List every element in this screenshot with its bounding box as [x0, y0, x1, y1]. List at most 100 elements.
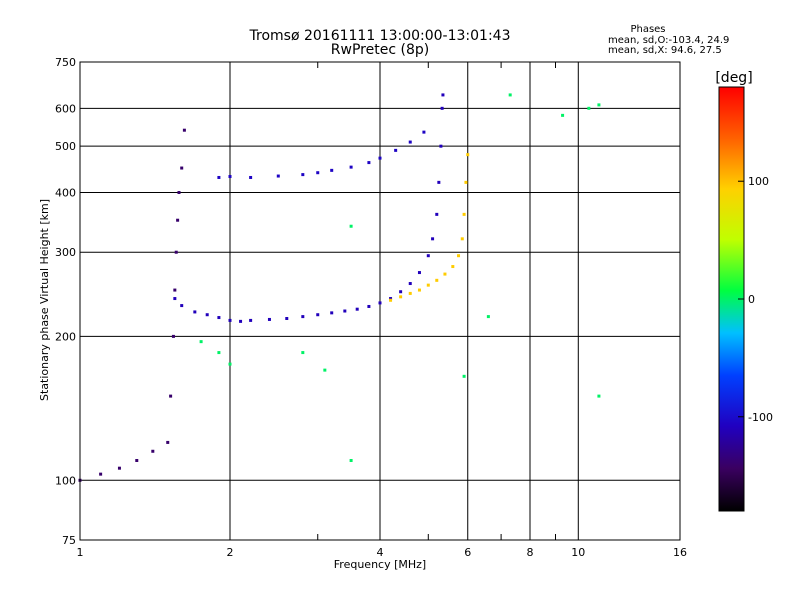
data-point — [462, 212, 466, 216]
data-point — [367, 304, 371, 308]
data-point — [193, 310, 197, 314]
data-point — [176, 218, 180, 222]
data-point — [135, 458, 139, 462]
y-tick-label: 750 — [55, 56, 76, 69]
grid-lines — [80, 62, 680, 540]
data-point — [435, 212, 439, 216]
y-tick-label: 300 — [55, 246, 76, 259]
data-point — [439, 144, 443, 148]
data-point — [440, 106, 444, 110]
data-point — [323, 368, 327, 372]
data-point — [301, 351, 305, 355]
x-tick-label: 6 — [464, 546, 471, 559]
x-tick-label: 2 — [227, 546, 234, 559]
data-point — [117, 466, 121, 470]
data-point — [437, 180, 441, 184]
data-point — [316, 313, 320, 317]
data-point — [394, 148, 398, 152]
data-point — [239, 319, 243, 323]
data-point — [378, 156, 382, 160]
data-point — [249, 175, 253, 179]
data-point — [316, 171, 320, 175]
data-point — [301, 173, 305, 177]
colorbar-label: [deg] — [715, 70, 752, 86]
data-point — [355, 307, 359, 311]
data-point — [417, 271, 421, 275]
data-point — [349, 224, 353, 228]
colorbar-ticks: 100 0 -100 — [738, 175, 773, 424]
phase-stats-title: Phases — [630, 24, 665, 35]
data-point — [486, 315, 490, 319]
data-point — [435, 278, 439, 282]
data-point — [422, 130, 426, 134]
data-point — [217, 351, 221, 355]
data-point — [173, 288, 177, 292]
data-point — [173, 297, 177, 301]
data-point — [464, 180, 468, 184]
data-point — [426, 283, 430, 287]
data-point — [177, 190, 181, 194]
data-point — [389, 298, 393, 302]
y-axis-ticks: 75 100 200 300 400 500 600 750 — [55, 56, 76, 547]
colorbar-tick-label: 0 — [748, 293, 755, 306]
data-point — [417, 288, 421, 292]
data-point — [466, 153, 470, 157]
x-tick-label: 16 — [673, 546, 687, 559]
data-point — [426, 254, 430, 258]
y-tick-label: 600 — [55, 102, 76, 115]
data-point — [367, 161, 371, 165]
data-point — [171, 334, 175, 338]
y-tick-label: 75 — [62, 534, 76, 547]
data-point — [399, 295, 403, 299]
data-point — [408, 140, 412, 144]
x-axis-ticks: 1 2 4 6 8 10 16 — [77, 62, 687, 559]
y-axis-label: Stationary phase Virtual Height [km] — [38, 199, 51, 401]
data-point — [301, 315, 305, 319]
data-points — [78, 93, 601, 482]
data-point — [180, 166, 184, 170]
data-point — [349, 165, 353, 169]
data-point — [457, 254, 461, 258]
y-tick-label: 100 — [55, 474, 76, 487]
plot-frame — [79, 61, 681, 541]
chart-title: Tromsø 20161111 13:00:00-13:01:43 — [249, 28, 511, 44]
data-point — [508, 93, 512, 97]
chart-subtitle: RwPretec (8p) — [331, 42, 429, 58]
data-point — [285, 316, 289, 320]
data-point — [228, 318, 232, 322]
colorbar-tick-label: -100 — [748, 411, 773, 424]
data-point — [462, 374, 466, 378]
data-point — [182, 128, 186, 132]
data-point — [228, 175, 232, 179]
data-point — [343, 309, 347, 313]
data-point — [166, 440, 170, 444]
data-point — [378, 301, 382, 305]
data-point — [267, 317, 271, 321]
data-point — [330, 168, 334, 172]
data-point — [99, 472, 103, 476]
data-point — [199, 340, 203, 344]
data-point — [408, 282, 412, 286]
x-tick-label: 8 — [527, 546, 534, 559]
data-point — [228, 362, 232, 366]
data-point — [180, 304, 184, 308]
data-point — [205, 313, 209, 317]
data-point — [217, 175, 221, 179]
data-point — [451, 265, 455, 269]
data-point — [217, 316, 221, 320]
data-point — [441, 93, 445, 97]
x-tick-label: 10 — [571, 546, 585, 559]
data-point — [587, 106, 591, 110]
colorbar-tick-label: 100 — [748, 175, 769, 188]
data-point — [330, 311, 334, 315]
data-point — [460, 237, 464, 241]
y-tick-label: 200 — [55, 330, 76, 343]
data-point — [443, 272, 447, 276]
data-point — [249, 318, 253, 322]
data-point — [561, 113, 565, 117]
data-point — [399, 290, 403, 294]
data-point — [597, 103, 601, 107]
x-axis-label: Frequency [MHz] — [334, 558, 426, 571]
data-point — [174, 250, 178, 254]
